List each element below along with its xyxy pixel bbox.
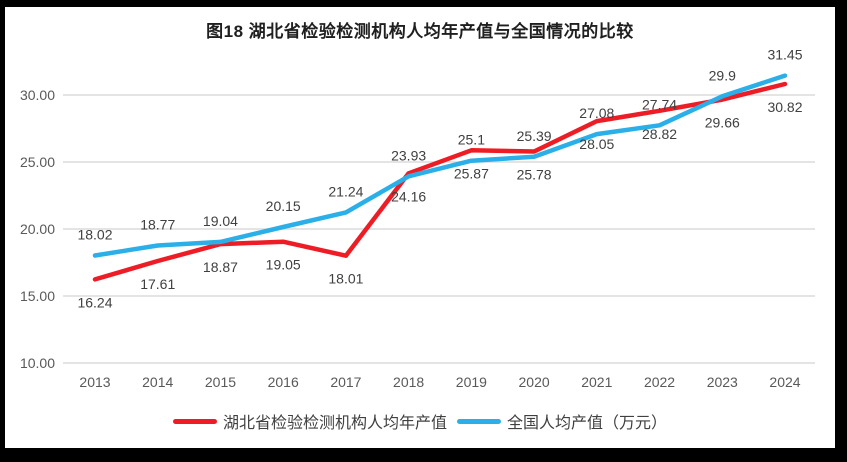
data-label-hubei: 28.82 (642, 126, 677, 142)
data-label-national: 27.74 (642, 96, 677, 112)
data-label-hubei: 18.87 (203, 259, 238, 275)
x-axis-tick-label: 2014 (142, 374, 173, 390)
chart-legend: 湖北省检验检测机构人均年产值 全国人均产值（万元） (5, 409, 835, 433)
data-label-hubei: 25.78 (517, 167, 552, 183)
legend-swatch-national-line (457, 418, 501, 424)
chart-container: 图18 湖北省检验检测机构人均年产值与全国情况的比较 10.00 15.00 20.… (5, 7, 835, 448)
data-label-national: 31.45 (767, 47, 802, 63)
data-label-national: 20.15 (266, 198, 301, 214)
data-label-hubei: 16.24 (77, 294, 112, 310)
x-axis-tick-label: 2016 (268, 374, 299, 390)
data-label-national: 27.08 (579, 105, 614, 121)
data-label-hubei: 28.05 (579, 136, 614, 152)
chart-svg: 10.00 15.00 20.00 25.00 30.00 2013 2014 2015 201… (20, 47, 815, 390)
x-axis-tick-label: 2017 (330, 374, 361, 390)
data-label-national: 18.77 (140, 216, 175, 232)
data-label-hubei: 24.16 (391, 188, 426, 204)
series-line-national (92, 73, 788, 258)
legend-swatch-hubei-line (172, 418, 217, 424)
series-line-hubei (92, 81, 788, 282)
chart-title: 图18 湖北省检验检测机构人均年产值与全国情况的比较 (206, 22, 634, 41)
x-axis-tick-label: 2018 (393, 374, 424, 390)
y-axis-tick-label: 30.00 (20, 87, 55, 103)
data-label-hubei: 19.05 (266, 257, 301, 273)
x-axis-tick-label: 2023 (707, 374, 738, 390)
legend-label-hubei: 湖北省检验检测机构人均年产值 (222, 415, 447, 432)
y-axis-tick-label: 15.00 (20, 288, 55, 304)
x-axis-tick-label: 2015 (205, 374, 236, 390)
x-axis-tick-label: 2021 (581, 374, 612, 390)
data-label-hubei: 25.87 (454, 165, 489, 181)
data-label-national: 21.24 (328, 183, 363, 199)
data-label-national: 29.9 (709, 67, 736, 83)
x-axis-tick-label: 2013 (79, 374, 110, 390)
data-label-national: 25.39 (517, 128, 552, 144)
x-axis-tick-label: 2022 (644, 374, 675, 390)
x-axis-tick-label: 2024 (769, 374, 800, 390)
data-label-hubei: 30.82 (767, 99, 802, 115)
y-axis-tick-label: 25.00 (20, 154, 55, 170)
data-label-hubei: 18.01 (328, 271, 363, 287)
x-axis-tick-label: 2020 (519, 374, 550, 390)
y-axis-tick-label: 20.00 (20, 221, 55, 237)
data-label-national: 23.93 (391, 147, 426, 163)
x-axis-tick-label: 2019 (456, 374, 487, 390)
legend-label-national: 全国人均产值（万元） (507, 415, 668, 432)
data-label-national: 18.02 (77, 227, 112, 243)
data-label-national: 25.1 (458, 132, 485, 148)
data-label-hubei: 29.66 (705, 115, 740, 131)
y-axis-tick-label: 10.00 (20, 355, 55, 371)
data-label-national: 19.04 (203, 213, 238, 229)
data-label-hubei: 17.61 (140, 276, 175, 292)
